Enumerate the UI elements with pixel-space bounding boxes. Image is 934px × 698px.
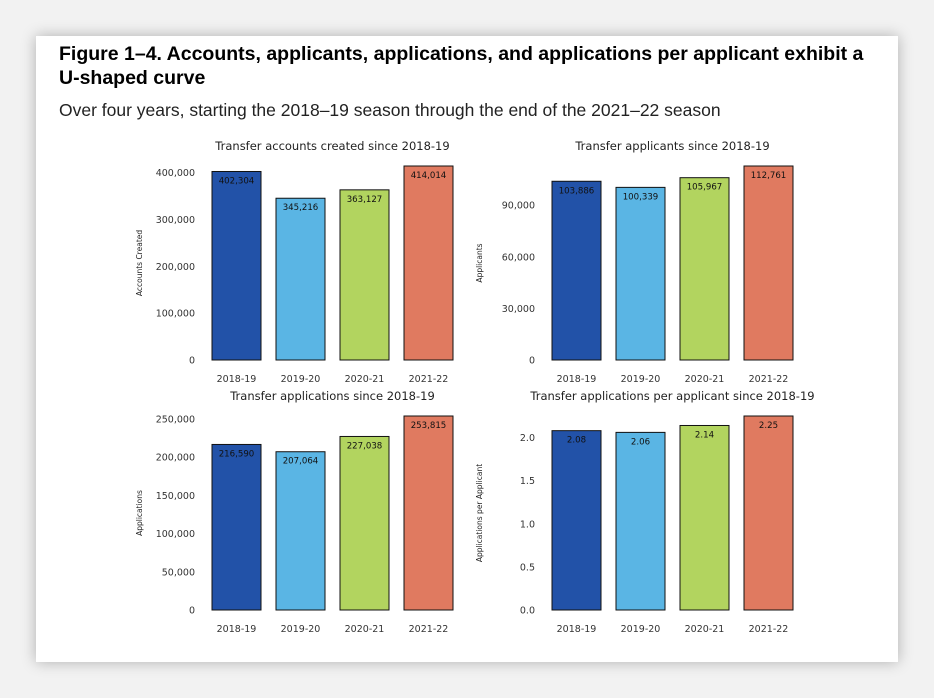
bar-2021-22 [403,165,454,361]
bar-2020-21 [339,435,390,611]
bar-2020-21 [679,177,730,361]
bar-2019-20 [615,186,666,361]
bar-2018-19 [211,170,262,361]
chart-accounts-created: Transfer accounts created since 2018-19 A… [135,139,454,385]
bar-2021-22 [743,165,794,361]
bar-value-label: 414,014 [411,171,447,181]
chart-title: Transfer applications since 2018-19 [229,389,435,403]
bar-2021-22 [743,415,794,611]
x-tick-label: 2018-19 [557,374,597,385]
bar-value-label: 112,761 [751,171,787,181]
bar-value-label: 402,304 [219,176,255,186]
bar-2018-19 [551,430,602,611]
bar-value-label: 2.14 [695,430,714,440]
chart-title: Transfer accounts created since 2018-19 [214,139,449,153]
y-tick-label: 200,000 [156,453,195,464]
bar-2018-19 [551,180,602,361]
bar-value-label: 253,815 [411,421,447,431]
y-tick-label: 250,000 [156,414,195,425]
y-tick-label: 100,000 [156,529,195,540]
bar-value-label: 2.08 [567,436,586,446]
y-tick-label: 200,000 [156,262,195,273]
x-tick-label: 2020-21 [685,374,725,385]
bar-value-label: 227,038 [347,441,383,451]
x-tick-label: 2018-19 [557,624,597,635]
y-tick-label: 400,000 [156,168,195,179]
x-tick-label: 2019-20 [621,624,661,635]
bar-value-label: 105,967 [687,183,723,193]
y-axis-label: Applications per Applicant [475,464,484,562]
y-tick-label: 30,000 [502,304,535,315]
bar-value-label: 363,127 [347,195,383,205]
y-tick-label: 100,000 [156,309,195,320]
bar-value-label: 103,886 [559,186,595,196]
x-tick-label: 2020-21 [345,624,385,635]
x-tick-label: 2018-19 [217,374,257,385]
x-tick-label: 2019-20 [621,374,661,385]
y-tick-label: 0.5 [520,562,535,573]
bar-2018-19 [211,443,262,611]
y-tick-label: 0 [189,356,195,367]
bar-2020-21 [679,424,730,611]
x-tick-label: 2021-22 [749,624,789,635]
y-tick-label: 150,000 [156,491,195,502]
y-tick-label: 50,000 [162,567,195,578]
x-tick-label: 2020-21 [345,374,385,385]
bar-2019-20 [615,431,666,611]
x-tick-label: 2021-22 [409,374,449,385]
y-axis-label: Applications [135,490,144,536]
y-tick-label: 0.0 [520,606,535,617]
y-tick-label: 1.5 [520,476,535,487]
y-tick-label: 0 [529,356,535,367]
bar-value-label: 2.06 [631,437,650,447]
x-tick-label: 2018-19 [217,624,257,635]
y-axis-label: Applicants [475,243,484,282]
y-tick-label: 2.0 [520,433,535,444]
x-tick-label: 2021-22 [749,374,789,385]
x-tick-label: 2019-20 [281,374,321,385]
figure-subtitle: Over four years, starting the 2018–19 se… [59,100,721,120]
x-tick-label: 2020-21 [685,624,725,635]
y-tick-label: 60,000 [502,252,535,263]
bar-value-label: 2.25 [759,421,778,431]
bar-2021-22 [403,415,454,611]
bar-value-label: 100,339 [623,192,659,202]
y-tick-label: 90,000 [502,201,535,212]
chart-applications-per-applicant: Transfer applications per applicant sinc… [475,389,815,635]
bar-value-label: 216,590 [219,449,255,459]
y-tick-label: 1.0 [520,519,535,530]
bar-2019-20 [275,197,326,361]
bar-2020-21 [339,189,390,361]
y-tick-label: 0 [189,606,195,617]
figure-title: Figure 1–4. Accounts, applicants, applic… [59,43,864,89]
chart-title: Transfer applicants since 2018-19 [574,139,769,153]
bar-value-label: 345,216 [283,203,319,213]
x-tick-label: 2019-20 [281,624,321,635]
bar-value-label: 207,064 [283,457,319,467]
chart-applications: Transfer applications since 2018-19 Appli… [135,389,454,635]
y-axis-label: Accounts Created [135,230,144,296]
chart-title: Transfer applications per applicant sinc… [529,389,814,403]
bar-2019-20 [275,451,326,611]
x-tick-label: 2021-22 [409,624,449,635]
chart-applicants: Transfer applicants since 2018-19 Applica… [475,139,794,385]
y-tick-label: 300,000 [156,215,195,226]
